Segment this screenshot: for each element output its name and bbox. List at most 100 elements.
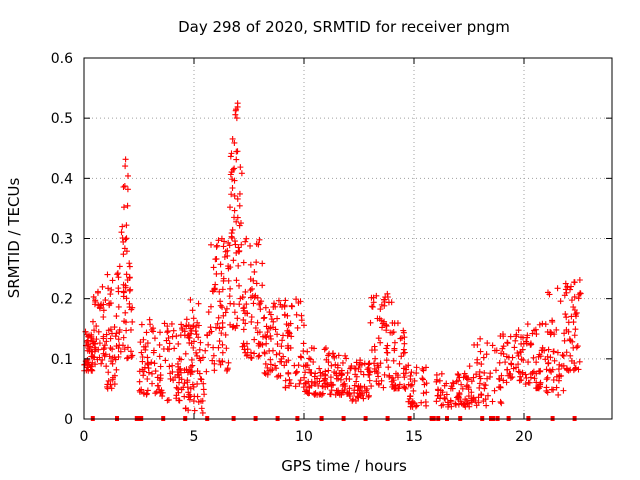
data-point bbox=[522, 371, 529, 378]
data-point bbox=[281, 311, 288, 318]
x-tick-label: 0 bbox=[80, 429, 89, 445]
data-point bbox=[273, 365, 280, 372]
data-point bbox=[327, 391, 334, 398]
data-point bbox=[163, 337, 170, 344]
data-point bbox=[438, 402, 445, 409]
data-point bbox=[154, 374, 161, 381]
data-point bbox=[550, 348, 557, 355]
data-point bbox=[466, 403, 473, 410]
data-point bbox=[190, 338, 197, 345]
data-point bbox=[229, 176, 236, 183]
data-point bbox=[547, 354, 554, 361]
data-point bbox=[213, 270, 220, 277]
data-point bbox=[107, 291, 114, 298]
axis-ticks bbox=[83, 57, 612, 420]
data-point bbox=[483, 402, 490, 409]
data-point bbox=[236, 222, 243, 229]
data-point bbox=[144, 340, 151, 347]
data-point bbox=[199, 397, 206, 404]
data-point bbox=[140, 343, 147, 350]
data-point bbox=[353, 378, 360, 385]
data-point bbox=[472, 397, 479, 404]
data-point bbox=[254, 319, 261, 326]
data-point bbox=[465, 393, 472, 400]
data-point bbox=[256, 329, 263, 336]
data-point bbox=[166, 363, 173, 370]
data-point bbox=[247, 261, 254, 268]
data-point bbox=[113, 366, 120, 373]
data-point bbox=[419, 375, 426, 382]
data-point bbox=[418, 399, 425, 406]
data-point bbox=[363, 389, 370, 396]
data-point bbox=[365, 393, 372, 400]
data-point bbox=[282, 377, 289, 384]
data-point bbox=[413, 370, 420, 377]
data-point bbox=[284, 312, 291, 319]
x-tick-labels: 0 5 10 15 20 bbox=[80, 429, 533, 445]
data-point bbox=[398, 353, 405, 360]
data-point bbox=[240, 307, 247, 314]
data-point bbox=[516, 369, 523, 376]
data-point bbox=[229, 226, 236, 233]
data-point bbox=[115, 344, 122, 351]
data-point bbox=[514, 350, 521, 357]
data-point bbox=[106, 353, 113, 360]
data-point bbox=[389, 381, 396, 388]
data-point bbox=[106, 300, 113, 307]
data-point bbox=[261, 314, 268, 321]
data-point bbox=[478, 391, 485, 398]
data-point bbox=[183, 322, 190, 329]
data-point bbox=[266, 347, 273, 354]
data-point bbox=[126, 263, 133, 270]
data-point bbox=[203, 368, 210, 375]
data-point bbox=[122, 156, 129, 163]
data-point bbox=[190, 344, 197, 351]
data-point bbox=[231, 207, 238, 214]
data-point bbox=[295, 362, 302, 369]
data-point bbox=[274, 373, 281, 380]
data-point bbox=[403, 366, 410, 373]
data-point bbox=[553, 384, 560, 391]
data-point bbox=[572, 326, 579, 333]
data-point bbox=[210, 264, 217, 271]
data-point bbox=[413, 402, 420, 409]
data-point bbox=[124, 344, 131, 351]
data-point bbox=[487, 370, 494, 377]
data-point bbox=[238, 170, 245, 177]
data-point bbox=[563, 366, 570, 373]
data-point bbox=[274, 315, 281, 322]
x-tick-label: 5 bbox=[190, 429, 199, 445]
data-point bbox=[227, 171, 234, 178]
data-point bbox=[95, 302, 102, 309]
data-point bbox=[476, 380, 483, 387]
data-point bbox=[241, 346, 248, 353]
data-point bbox=[459, 385, 466, 392]
data-point bbox=[476, 368, 483, 375]
data-point bbox=[248, 355, 255, 362]
data-point bbox=[383, 321, 390, 328]
data-point bbox=[156, 341, 163, 348]
data-point bbox=[295, 299, 302, 306]
data-point bbox=[197, 375, 204, 382]
data-point bbox=[357, 385, 364, 392]
data-point bbox=[103, 363, 110, 370]
data-point bbox=[218, 330, 225, 337]
data-point bbox=[328, 362, 335, 369]
data-point bbox=[116, 263, 123, 270]
data-point bbox=[188, 356, 195, 363]
data-point bbox=[544, 374, 551, 381]
data-point bbox=[390, 329, 397, 336]
data-point bbox=[243, 352, 250, 359]
data-point bbox=[355, 394, 362, 401]
data-point bbox=[187, 325, 194, 332]
data-point bbox=[123, 235, 130, 242]
data-point bbox=[441, 395, 448, 402]
data-point bbox=[120, 183, 127, 190]
data-point bbox=[419, 365, 426, 372]
data-point bbox=[227, 264, 234, 271]
data-point bbox=[98, 360, 105, 367]
data-point bbox=[136, 389, 143, 396]
data-point bbox=[343, 355, 350, 362]
data-point bbox=[293, 296, 300, 303]
data-point bbox=[219, 341, 226, 348]
